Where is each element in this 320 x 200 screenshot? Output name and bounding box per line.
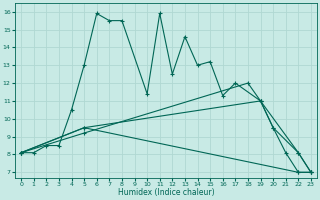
X-axis label: Humidex (Indice chaleur): Humidex (Indice chaleur) [118,188,214,197]
